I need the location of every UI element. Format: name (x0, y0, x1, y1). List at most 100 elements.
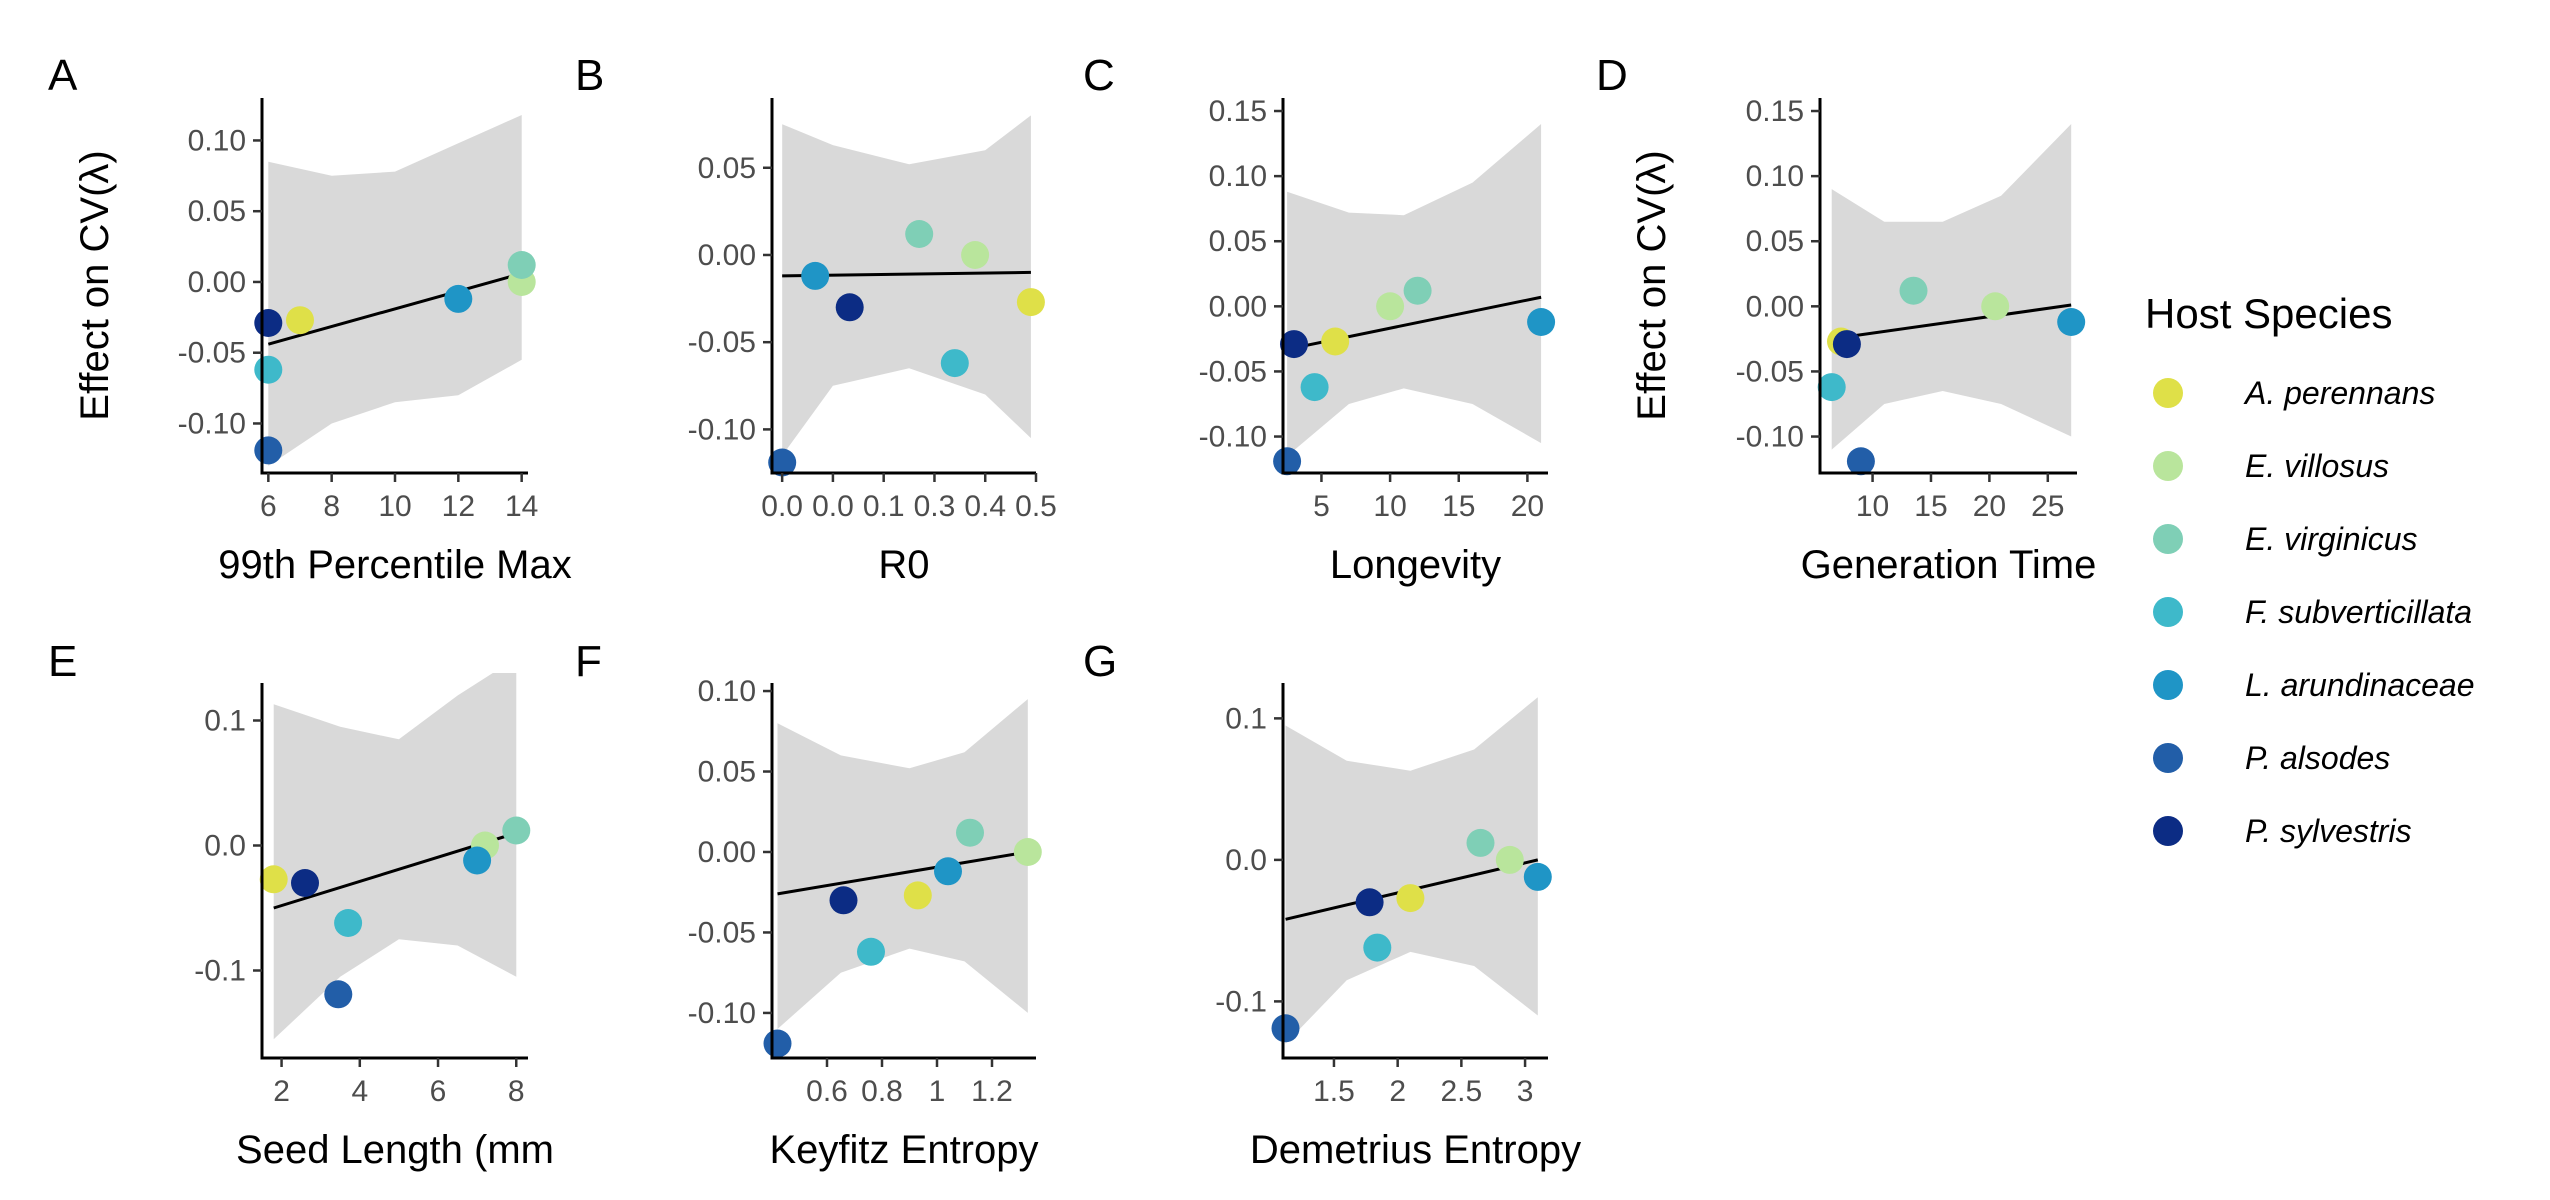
point-c-e-virginicus (1403, 276, 1432, 305)
legend-item-l-arundinaceae: L. arundinaceae (2153, 667, 2475, 703)
point-c-l-arundinaceae (1527, 308, 1556, 336)
point-d-l-arundinaceae (2057, 308, 2086, 336)
confidence-band-a (268, 115, 522, 466)
y-tick-label-g: -0.1 (1215, 985, 1267, 1018)
y-tick-label-d: 0.00 (1746, 290, 1804, 323)
legend-item-p-alsodes: P. alsodes (2153, 740, 2390, 776)
point-c-e-villosus (1376, 292, 1405, 321)
panel-label-b: B (575, 51, 604, 100)
x-axis-label-d: Generation Time (1801, 543, 2097, 587)
point-f-a-perennans (903, 881, 932, 910)
point-d-p-sylvestris (1832, 330, 1861, 359)
x-tick-label-c: 5 (1313, 490, 1330, 523)
point-e-l-arundinaceae (463, 846, 492, 875)
y-tick-label-a: -0.05 (178, 337, 246, 370)
point-g-p-alsodes (1271, 1014, 1300, 1043)
legend-swatch-e-villosus (2153, 451, 2183, 481)
y-tick-label-f: 0.10 (698, 675, 756, 708)
y-tick-label-d: 0.10 (1746, 160, 1804, 193)
y-tick-label-g: 0.1 (1225, 702, 1267, 735)
point-d-e-virginicus (1899, 276, 1928, 305)
x-tick-label-b: 0.0 (812, 490, 854, 523)
x-tick-label-e: 2 (273, 1075, 290, 1108)
confidence-band-f (777, 699, 1028, 1029)
point-f-p-alsodes (763, 1029, 792, 1058)
x-tick-label-a: 10 (378, 490, 411, 523)
x-axis-label-c: Longevity (1330, 543, 1501, 587)
y-tick-label-c: 0.15 (1209, 95, 1267, 128)
x-tick-label-b: 0.4 (964, 490, 1006, 523)
x-axis-label-e: Seed Length (mm (236, 1128, 554, 1172)
x-tick-label-e: 6 (430, 1075, 447, 1108)
panel-label-d: D (1596, 51, 1628, 100)
legend-item-e-virginicus: E. virginicus (2153, 521, 2418, 557)
legend-swatch-l-arundinaceae (2153, 670, 2183, 700)
y-tick-label-g: 0.0 (1225, 844, 1267, 877)
point-f-e-virginicus (956, 818, 984, 847)
x-tick-label-e: 4 (351, 1075, 368, 1108)
point-e-f-subverticillata (334, 909, 363, 937)
legend-item-f-subverticillata: F. subverticillata (2153, 594, 2472, 630)
fit-line-a (267, 272, 523, 346)
y-tick-label-d: -0.05 (1736, 355, 1804, 388)
point-b-a-perennans (1016, 288, 1045, 317)
y-tick-label-e: 0.1 (204, 705, 246, 738)
panel-label-g: G (1083, 637, 1117, 686)
point-b-l-arundinaceae (801, 261, 830, 290)
point-a-l-arundinaceae (444, 284, 473, 313)
y-tick-label-a: 0.05 (188, 195, 246, 228)
x-tick-label-c: 20 (1511, 490, 1544, 523)
y-axis-label-d: Effect on CV(λ) (1630, 150, 1674, 420)
x-tick-label-c: 10 (1373, 490, 1406, 523)
x-tick-label-d: 10 (1856, 490, 1889, 523)
point-a-e-virginicus (507, 251, 536, 279)
point-f-l-arundinaceae (934, 857, 962, 886)
panel-label-e: E (48, 637, 77, 686)
panel-label-f: F (575, 637, 602, 686)
x-tick-label-a: 12 (442, 490, 475, 523)
legend-label-f-subverticillata: F. subverticillata (2245, 594, 2472, 630)
confidence-band-e (273, 673, 517, 1040)
confidence-band-g (1285, 697, 1538, 1044)
y-tick-label-c: 0.05 (1209, 225, 1267, 258)
point-f-e-villosus (1013, 838, 1042, 866)
panel-label-a: A (48, 51, 78, 100)
point-b-p-alsodes (768, 448, 797, 477)
y-tick-label-f: 0.00 (698, 836, 756, 869)
point-d-f-subverticillata (1817, 373, 1846, 402)
point-g-p-sylvestris (1355, 888, 1384, 917)
point-a-a-perennans (286, 306, 314, 335)
point-g-l-arundinaceae (1523, 862, 1552, 891)
point-c-p-alsodes (1273, 447, 1302, 476)
point-b-f-subverticillata (940, 349, 969, 378)
point-f-p-sylvestris (829, 886, 858, 915)
legend-swatch-f-subverticillata (2153, 597, 2183, 627)
panel-label-c: C (1083, 51, 1115, 100)
legend-items: A. perennans E. villosus E. virginicus F. s… (2153, 375, 2475, 849)
legend-label-e-villosus: E. villosus (2245, 448, 2389, 484)
x-tick-label-g: 1.5 (1313, 1075, 1355, 1108)
x-axis-label-f: Keyfitz Entropy (769, 1128, 1038, 1172)
y-tick-label-c: 0.00 (1209, 290, 1267, 323)
legend-item-e-villosus: E. villosus (2153, 448, 2389, 484)
legend-label-e-virginicus: E. virginicus (2245, 521, 2418, 557)
y-tick-label-b: -0.05 (688, 326, 756, 359)
x-tick-label-f: 0.8 (861, 1075, 903, 1108)
x-tick-label-b: 0.3 (914, 490, 956, 523)
x-tick-label-a: 8 (323, 490, 340, 523)
x-axis-label-a: 99th Percentile Max (218, 543, 572, 587)
legend-swatch-p-sylvestris (2153, 816, 2183, 846)
y-tick-label-a: 0.00 (188, 266, 246, 299)
point-g-a-perennans (1396, 884, 1425, 913)
x-tick-label-d: 20 (1973, 490, 2006, 523)
y-tick-label-b: 0.05 (698, 152, 756, 185)
legend-swatch-p-alsodes (2153, 743, 2183, 773)
confidence-band-b (782, 115, 1031, 456)
fit-line-f (777, 850, 1028, 896)
point-d-p-alsodes (1846, 447, 1875, 476)
fit-line-d (1831, 303, 2072, 341)
point-b-e-virginicus (905, 220, 934, 248)
x-tick-label-a: 14 (505, 490, 538, 523)
point-a-p-alsodes (254, 436, 283, 465)
